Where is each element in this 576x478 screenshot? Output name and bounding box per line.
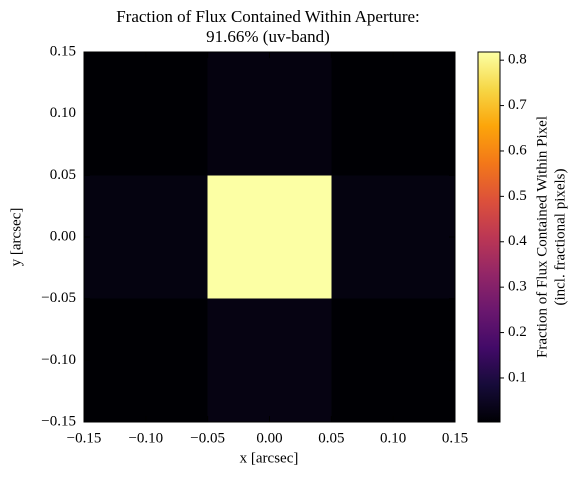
- heatmap-cell: [84, 298, 208, 422]
- heatmap-cell: [84, 52, 208, 176]
- heatmap-cell: [84, 175, 208, 299]
- heatmap-cell: [207, 298, 332, 422]
- y-tick-label: 0.10: [50, 105, 76, 121]
- colorbar-tick-label: 0.7: [508, 97, 527, 113]
- x-tick-label: −0.10: [128, 430, 163, 446]
- colorbar-label: Fraction of Flux Contained Within Pixel: [534, 116, 550, 358]
- y-axis-label: y [arcsec]: [8, 208, 24, 267]
- x-tick-label: −0.15: [67, 430, 102, 446]
- heatmap-cell: [331, 175, 455, 299]
- x-tick-label: 0.05: [318, 430, 344, 446]
- heatmap-cell: [207, 52, 332, 176]
- colorbar-tick-label: 0.3: [508, 279, 527, 295]
- x-tick-label: −0.05: [190, 430, 225, 446]
- colorbar-label: (incl. fractional pixels): [552, 168, 568, 305]
- y-tick-label: 0.15: [50, 43, 76, 59]
- colorbar-tick-label: 0.8: [508, 52, 527, 68]
- y-tick-label: −0.15: [41, 413, 76, 429]
- colorbar: [477, 51, 501, 423]
- x-tick-label: 0.10: [380, 430, 406, 446]
- y-tick-label: −0.05: [41, 290, 76, 306]
- colorbar-tick-label: 0.1: [508, 369, 527, 385]
- chart-title: Fraction of Flux Contained Within Apertu…: [116, 7, 420, 26]
- x-axis-label: x [arcsec]: [240, 450, 299, 466]
- colorbar-tick-label: 0.2: [508, 324, 527, 340]
- heatmap-cell: [331, 52, 455, 176]
- colorbar-tick-label: 0.4: [508, 233, 527, 249]
- colorbar-tick-label: 0.5: [508, 188, 527, 204]
- heatmap-cell: [207, 175, 332, 299]
- heatmap-cell: [331, 298, 455, 422]
- y-tick-label: −0.10: [41, 352, 76, 368]
- colorbar-tick-label: 0.6: [508, 142, 527, 158]
- chart-subtitle: 91.66% (uv-band): [206, 27, 330, 46]
- x-tick-label: 0.00: [256, 430, 282, 446]
- x-tick-label: 0.15: [442, 430, 468, 446]
- y-tick-label: 0.05: [50, 167, 76, 183]
- y-tick-label: 0.00: [50, 228, 76, 244]
